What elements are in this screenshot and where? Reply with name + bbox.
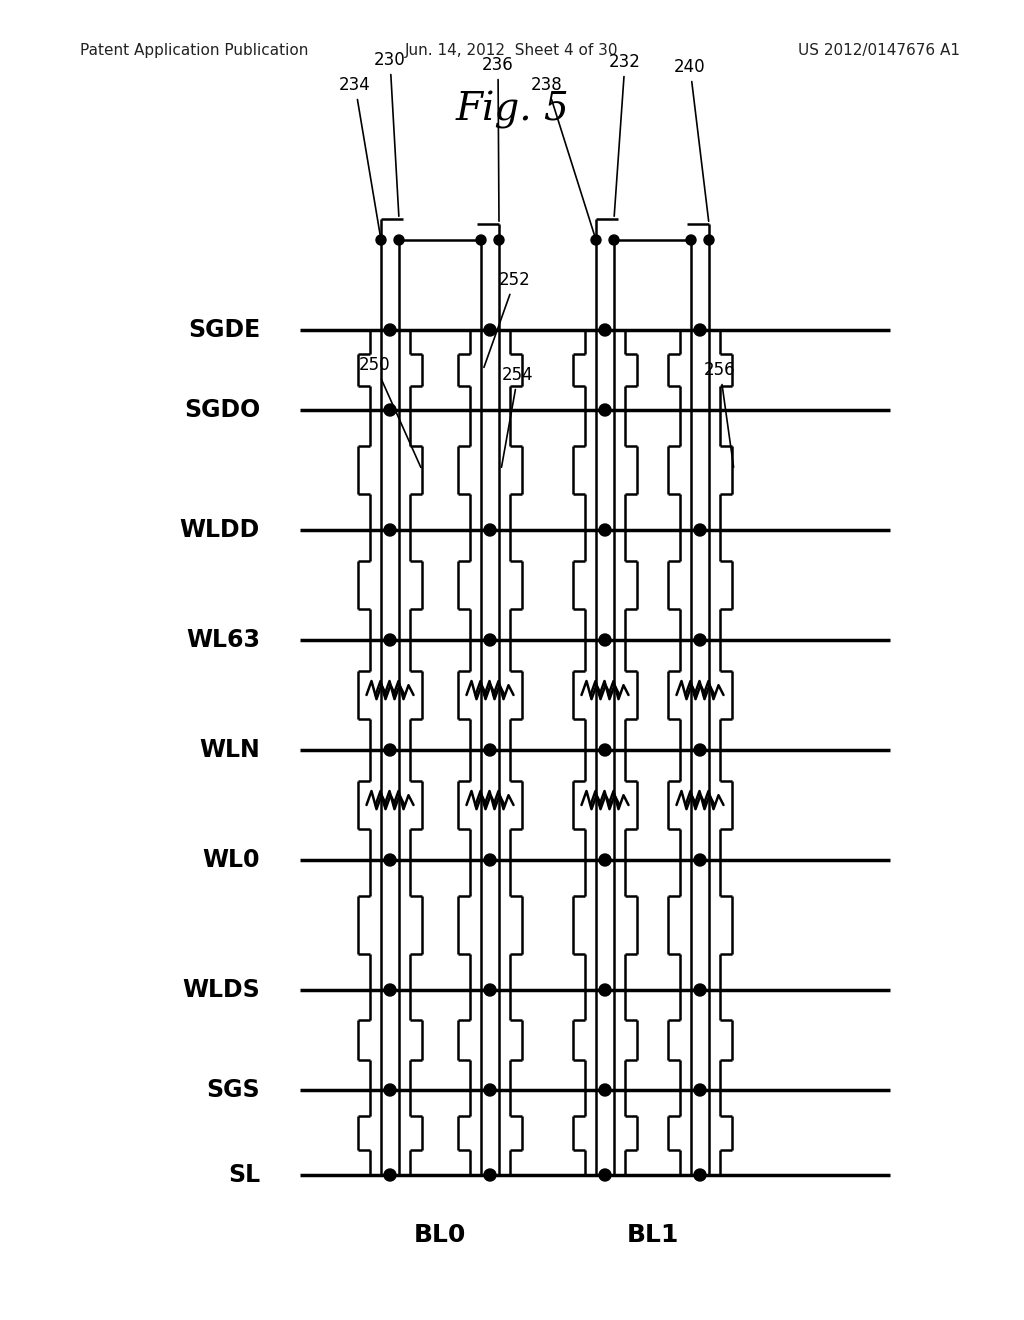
Circle shape xyxy=(599,854,611,866)
Circle shape xyxy=(494,235,504,246)
Circle shape xyxy=(384,744,396,756)
Text: SL: SL xyxy=(228,1163,260,1187)
Text: 252: 252 xyxy=(484,271,530,367)
Text: BL1: BL1 xyxy=(627,1224,679,1247)
Circle shape xyxy=(384,1084,396,1096)
Circle shape xyxy=(484,983,496,997)
Text: US 2012/0147676 A1: US 2012/0147676 A1 xyxy=(798,42,961,58)
Circle shape xyxy=(599,404,611,416)
Circle shape xyxy=(694,983,706,997)
Text: Jun. 14, 2012  Sheet 4 of 30: Jun. 14, 2012 Sheet 4 of 30 xyxy=(406,42,618,58)
Text: 230: 230 xyxy=(374,51,406,216)
Circle shape xyxy=(599,634,611,645)
Text: 234: 234 xyxy=(339,77,381,238)
Circle shape xyxy=(484,1170,496,1181)
Text: WLDD: WLDD xyxy=(180,517,260,543)
Text: Patent Application Publication: Patent Application Publication xyxy=(80,42,308,58)
Circle shape xyxy=(384,634,396,645)
Text: 240: 240 xyxy=(674,58,709,222)
Circle shape xyxy=(686,235,696,246)
Text: 254: 254 xyxy=(502,366,534,467)
Circle shape xyxy=(384,323,396,337)
Text: WL0: WL0 xyxy=(203,847,260,873)
Circle shape xyxy=(599,983,611,997)
Circle shape xyxy=(484,323,496,337)
Text: SGDE: SGDE xyxy=(187,318,260,342)
Circle shape xyxy=(384,854,396,866)
Text: WL63: WL63 xyxy=(186,628,260,652)
Text: Fig. 5: Fig. 5 xyxy=(455,91,569,129)
Circle shape xyxy=(384,1170,396,1181)
Circle shape xyxy=(599,1084,611,1096)
Circle shape xyxy=(484,524,496,536)
Text: 236: 236 xyxy=(482,55,514,222)
Text: SGDO: SGDO xyxy=(183,399,260,422)
Text: 238: 238 xyxy=(531,77,595,238)
Text: 256: 256 xyxy=(705,360,736,467)
Circle shape xyxy=(694,1084,706,1096)
Text: 232: 232 xyxy=(609,53,641,216)
Text: 250: 250 xyxy=(359,356,421,467)
Circle shape xyxy=(599,1170,611,1181)
Circle shape xyxy=(384,404,396,416)
Circle shape xyxy=(609,235,618,246)
Text: WLN: WLN xyxy=(200,738,260,762)
Circle shape xyxy=(694,323,706,337)
Circle shape xyxy=(484,744,496,756)
Circle shape xyxy=(376,235,386,246)
Text: WLDS: WLDS xyxy=(182,978,260,1002)
Circle shape xyxy=(694,524,706,536)
Text: BL0: BL0 xyxy=(414,1224,466,1247)
Circle shape xyxy=(591,235,601,246)
Circle shape xyxy=(694,634,706,645)
Circle shape xyxy=(694,1170,706,1181)
Circle shape xyxy=(599,744,611,756)
Circle shape xyxy=(705,235,714,246)
Circle shape xyxy=(484,1084,496,1096)
Circle shape xyxy=(484,854,496,866)
Circle shape xyxy=(394,235,404,246)
Circle shape xyxy=(694,854,706,866)
Circle shape xyxy=(599,524,611,536)
Circle shape xyxy=(694,744,706,756)
Text: SGS: SGS xyxy=(207,1078,260,1102)
Circle shape xyxy=(484,634,496,645)
Circle shape xyxy=(384,983,396,997)
Circle shape xyxy=(384,524,396,536)
Circle shape xyxy=(599,323,611,337)
Circle shape xyxy=(476,235,486,246)
